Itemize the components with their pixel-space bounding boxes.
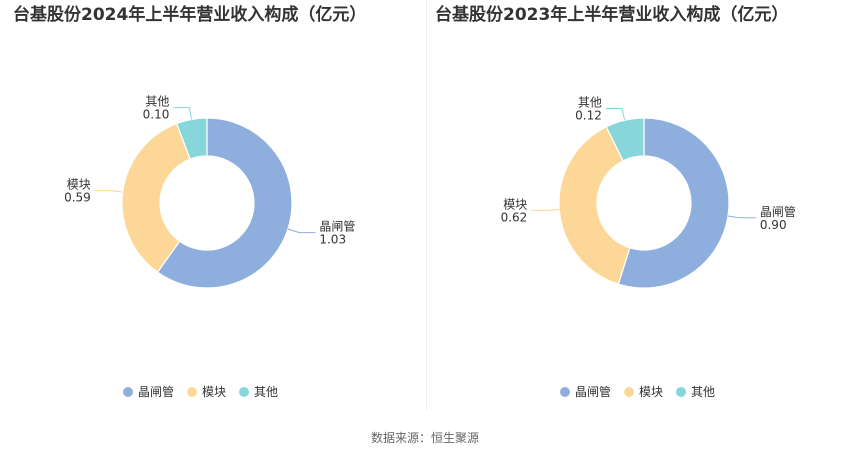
slice-label-2023-1: 模块 [503, 197, 527, 211]
legend-marker-2024-2[interactable] [239, 387, 249, 397]
slice-value-2024-1: 0.59 [64, 191, 91, 205]
slice-label-2023-2: 其他 [578, 96, 602, 110]
legend-label-2024-2[interactable]: 其他 [254, 385, 278, 399]
legend-marker-2024-1[interactable] [187, 387, 197, 397]
slice-label-2024-0: 晶闸管 [319, 219, 355, 234]
legend-label-2023-1[interactable]: 模块 [639, 385, 663, 399]
slice-value-2024-0: 1.03 [319, 233, 346, 247]
legend-marker-2024-0[interactable] [123, 387, 133, 397]
legend-label-2024-1[interactable]: 模块 [202, 385, 226, 399]
legend-marker-2023-0[interactable] [560, 387, 570, 397]
donut-slice-2024-2 [175, 117, 208, 160]
donut-slice-2023-2 [605, 117, 645, 162]
leader-line-2023-1 [531, 209, 560, 211]
legend-marker-2023-2[interactable] [676, 387, 686, 397]
legend-label-2023-2[interactable]: 其他 [691, 385, 715, 399]
donut-slice-2024-1 [121, 122, 191, 273]
donut-slice-2024-0 [156, 117, 293, 289]
leader-line-2024-0 [287, 228, 316, 234]
legend-marker-2023-1[interactable] [624, 387, 634, 397]
legend-label-2024-0[interactable]: 晶闸管 [138, 384, 174, 399]
panel-divider [426, 0, 427, 410]
donut-slice-2023-1 [558, 126, 631, 285]
legend-label-2023-0[interactable]: 晶闸管 [575, 384, 611, 399]
data-source-footer: 数据来源：恒生聚源 [370, 431, 479, 445]
chart-title-2024: 台基股份2024年上半年营业收入构成（亿元） [13, 5, 367, 25]
leader-line-2023-2 [605, 108, 626, 121]
chart-title-2023: 台基股份2023年上半年营业收入构成（亿元） [435, 5, 789, 25]
slice-label-2023-0: 晶闸管 [760, 204, 796, 219]
slice-label-2024-2: 其他 [145, 95, 169, 109]
leader-line-2024-2 [173, 107, 193, 120]
donut-slice-2023-0 [617, 117, 730, 289]
slice-label-2024-1: 模块 [67, 178, 91, 192]
slice-value-2023-0: 0.90 [760, 218, 787, 232]
slice-value-2023-2: 0.12 [575, 109, 602, 123]
slice-value-2023-1: 0.62 [501, 210, 528, 224]
slice-value-2024-2: 0.10 [143, 108, 170, 122]
leader-line-2023-0 [727, 215, 756, 219]
leader-line-2024-1 [94, 190, 123, 193]
